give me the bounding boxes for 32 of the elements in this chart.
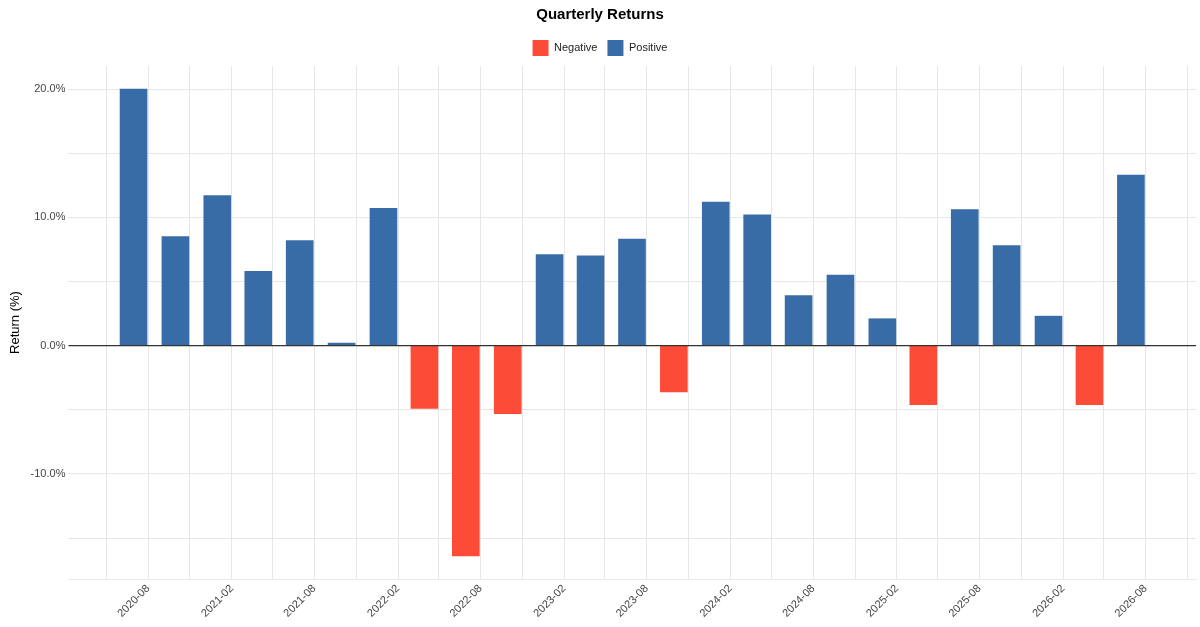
bar <box>161 236 190 346</box>
y-tick-label: 10.0% <box>34 210 66 223</box>
bar <box>826 274 855 346</box>
y-tick-label: 20.0% <box>34 82 66 95</box>
bar <box>868 318 897 346</box>
bar <box>618 238 646 346</box>
y-axis-title: Return (%) <box>7 291 23 354</box>
bar <box>784 295 813 346</box>
y-tick-label: -10.0% <box>30 466 66 479</box>
bar <box>1117 174 1145 346</box>
bar <box>244 270 273 346</box>
bar <box>493 345 522 414</box>
bar <box>1034 315 1063 346</box>
bar <box>743 214 772 346</box>
bar <box>369 208 398 346</box>
bar <box>119 88 148 346</box>
bar <box>452 345 480 557</box>
chart-title: Quarterly Returns <box>536 5 664 23</box>
bar <box>285 240 314 346</box>
bar <box>410 345 439 409</box>
bar <box>1075 345 1104 405</box>
bar <box>660 345 688 393</box>
bar <box>992 245 1021 346</box>
legend-label: Positive <box>628 41 668 54</box>
bar <box>203 195 232 346</box>
y-tick-label: 0.0% <box>40 338 66 351</box>
legend-label: Negative <box>554 41 598 54</box>
bar <box>909 345 938 405</box>
bar <box>701 201 730 346</box>
bar <box>535 254 564 346</box>
bar <box>576 255 605 346</box>
bar <box>950 209 979 346</box>
